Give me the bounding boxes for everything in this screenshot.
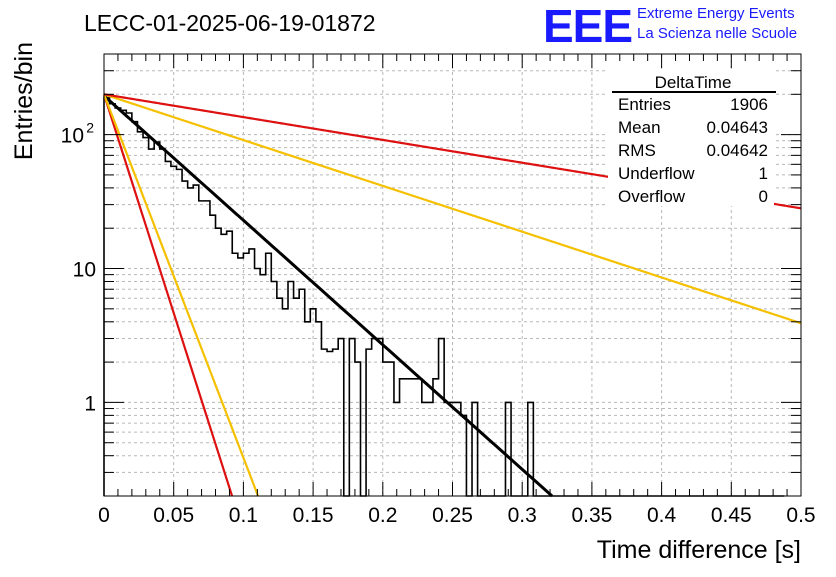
y-tick-label: 1 bbox=[84, 392, 96, 415]
stats-label-entries: Entries bbox=[618, 95, 671, 114]
x-tick-label: 0 bbox=[98, 504, 110, 527]
x-tick-label: 0.4 bbox=[647, 504, 677, 527]
stats-label-overflow: Overflow bbox=[618, 187, 686, 206]
x-axis-title: Time difference [s] bbox=[597, 536, 801, 564]
fit-curve-1 bbox=[102, 93, 234, 497]
y-axis-title: Entries/bin bbox=[10, 42, 38, 160]
y-tick-label: 10 bbox=[73, 259, 96, 282]
chart-title: LECC-01-2025-06-19-01872 bbox=[84, 10, 376, 36]
logo-line-2: La Scienza nelle Scuole bbox=[637, 25, 797, 42]
stats-box-title: DeltaTime bbox=[655, 73, 732, 92]
stats-box: DeltaTime Entries 1906 Mean 0.04643 RMS 0.046… bbox=[608, 70, 776, 206]
stats-value-underflow: 1 bbox=[759, 164, 768, 183]
eee-logo-mark: EEE bbox=[543, 0, 632, 52]
stats-value-rms: 0.04642 bbox=[707, 141, 768, 160]
x-tick-label: 0.25 bbox=[432, 504, 473, 527]
x-tick-label: 0.5 bbox=[786, 504, 815, 527]
x-tick-label: 0.2 bbox=[368, 504, 397, 527]
stats-value-overflow: 0 bbox=[759, 187, 768, 206]
stats-label-underflow: Underflow bbox=[618, 164, 695, 183]
x-tick-label: 0.35 bbox=[571, 504, 612, 527]
stats-value-mean: 0.04643 bbox=[707, 118, 768, 137]
fit-curve-3 bbox=[103, 93, 802, 325]
x-tick-label: 0.3 bbox=[508, 504, 537, 527]
logo-line-1: Extreme Energy Events bbox=[637, 5, 795, 22]
stats-label-rms: RMS bbox=[618, 141, 656, 160]
y-tick-label: 10 bbox=[61, 125, 84, 148]
x-tick-label: 0.15 bbox=[293, 504, 334, 527]
x-tick-label: 0.05 bbox=[153, 504, 194, 527]
x-tick-label: 0.1 bbox=[229, 504, 258, 527]
stats-value-entries: 1906 bbox=[730, 95, 768, 114]
x-tick-label: 0.45 bbox=[711, 504, 752, 527]
y-tick-exponent: 2 bbox=[86, 120, 94, 136]
x-axis: 0 0.05 0.1 0.15 0.2 0.25 0.3 0.35 0.4 0.45 0.5 bbox=[98, 54, 816, 527]
stats-label-mean: Mean bbox=[618, 118, 661, 137]
fit-curve-2 bbox=[102, 93, 260, 497]
fit-curve-0 bbox=[103, 94, 554, 498]
